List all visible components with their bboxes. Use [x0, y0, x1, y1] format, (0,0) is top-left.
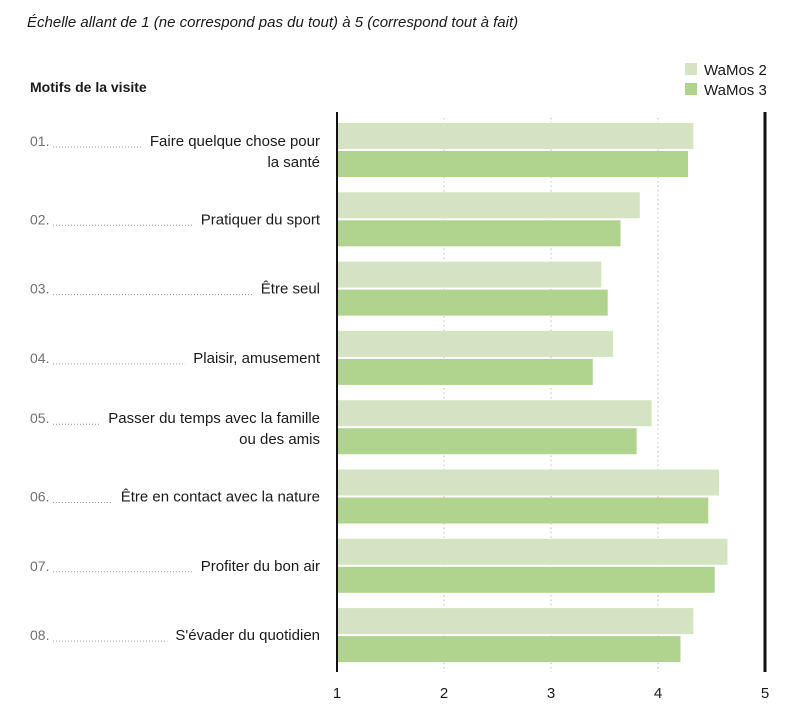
bars — [337, 123, 728, 663]
axes: 1 2 3 4 5 — [333, 112, 769, 702]
bar-wamos-3-02 — [337, 220, 621, 247]
category-label: Pratiquer du sport — [201, 211, 321, 228]
category-label: Profiter du bon air — [201, 558, 320, 575]
category-number: 06. — [30, 489, 49, 505]
bar-wamos-2-06 — [337, 469, 719, 496]
legend-label-wamos-3: WaMos 3 — [704, 82, 767, 99]
bar-wamos-3-01 — [337, 151, 688, 177]
category-labels: 01. Faire quelque chose pour la santé 02. Pr… — [30, 133, 321, 644]
x-tick-label: 2 — [440, 685, 448, 702]
bar-wamos-3-08 — [337, 636, 681, 663]
bar-wamos-3-04 — [337, 358, 593, 385]
bar-wamos-3-05 — [337, 428, 637, 455]
x-tick-label: 1 — [333, 685, 341, 702]
legend-swatch-wamos-2 — [685, 63, 697, 75]
category-label: Être en contact avec la nature — [121, 489, 320, 506]
bar-wamos-2-02 — [337, 192, 640, 219]
category-number: 05. — [30, 410, 49, 426]
chart-subtitle: Échelle allant de 1 (ne correspond pas d… — [27, 14, 518, 31]
category-label: Être seul — [261, 281, 320, 298]
legend: WaMos 2 WaMos 3 — [685, 62, 767, 99]
bar-wamos-2-05 — [337, 400, 652, 427]
category-number: 02. — [30, 211, 49, 227]
category-label: Passer du temps avec la famille — [108, 410, 320, 427]
x-tick-label: 5 — [761, 685, 769, 702]
category-label: ou des amis — [239, 431, 320, 448]
legend-swatch-wamos-3 — [685, 83, 697, 95]
bar-wamos-2-01 — [337, 123, 694, 149]
category-number: 01. — [30, 133, 49, 149]
bar-wamos-3-07 — [337, 566, 715, 593]
bar-wamos-3-06 — [337, 497, 709, 524]
category-label: S'évader du quotidien — [175, 627, 320, 644]
bar-wamos-2-04 — [337, 330, 614, 357]
category-number: 08. — [30, 627, 49, 643]
category-title: Motifs de la visite — [30, 79, 147, 95]
bar-wamos-2-08 — [337, 608, 694, 635]
bar-wamos-3-03 — [337, 289, 608, 316]
bar-wamos-2-03 — [337, 261, 602, 288]
category-label: Plaisir, amusement — [193, 350, 321, 367]
category-label: la santé — [267, 154, 320, 171]
category-number: 07. — [30, 558, 49, 574]
bar-wamos-2-07 — [337, 538, 728, 565]
category-number: 04. — [30, 350, 49, 366]
legend-label-wamos-2: WaMos 2 — [704, 62, 767, 79]
category-number: 03. — [30, 281, 49, 297]
category-label: Faire quelque chose pour — [150, 133, 320, 150]
x-tick-label: 3 — [547, 685, 555, 702]
x-tick-label: 4 — [654, 685, 662, 702]
